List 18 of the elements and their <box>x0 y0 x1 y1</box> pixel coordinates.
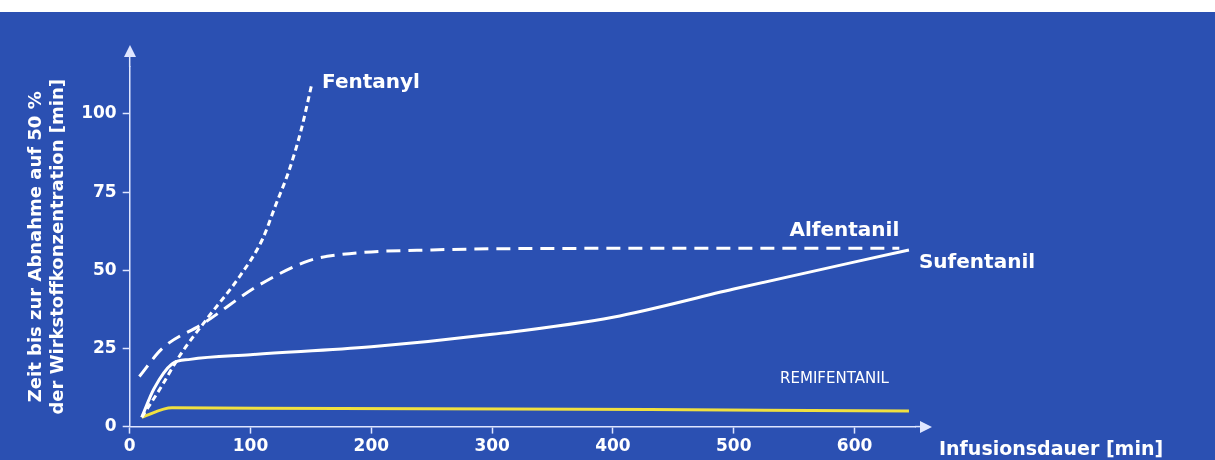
series-label: Sufentanil <box>918 249 1036 274</box>
y-tick-label: 75 <box>93 180 117 201</box>
x-tick-label: 200 <box>353 435 390 456</box>
x-tick-label: 0 <box>123 435 136 456</box>
x-tick-label: 600 <box>836 435 873 456</box>
x-axis-title: Infusionsdauer [min] <box>939 436 1164 459</box>
series-label: Alfentanil <box>789 216 900 241</box>
y-tick-label: 0 <box>104 415 117 436</box>
x-tick-label: 100 <box>232 435 269 456</box>
y-axis-title: Zeit bis zur Abnahme auf 50 % der Wirkstoffkonzentration [min] <box>24 79 68 415</box>
series-label: Fentanyl <box>322 68 420 93</box>
x-tick-label: 300 <box>474 435 511 456</box>
y-tick-label: 50 <box>93 258 117 279</box>
x-tick-label: 500 <box>716 435 752 456</box>
y-tick-label: 100 <box>81 102 117 123</box>
y-tick-label: 25 <box>93 336 117 357</box>
x-tick-label: 400 <box>595 435 631 456</box>
series-label: REMIFENTANIL <box>780 368 890 387</box>
